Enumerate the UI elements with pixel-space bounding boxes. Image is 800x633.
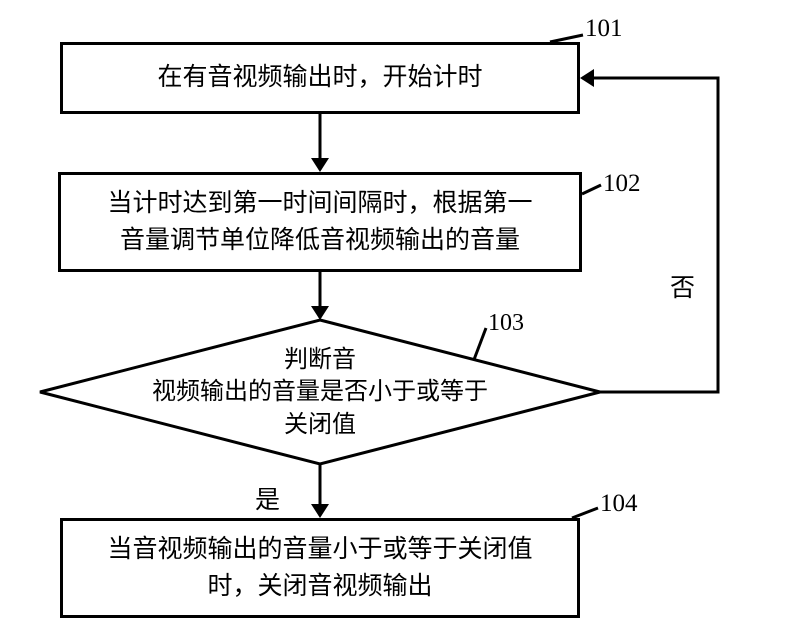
label-102: 102 (603, 170, 641, 198)
leader-104 (572, 508, 598, 518)
flowchart-container: 在有音视频输出时，开始计时 101 当计时达到第一时间间隔时，根据第一 音量调节… (0, 0, 800, 633)
label-104: 104 (600, 490, 638, 518)
node-104-text: 当音视频输出的音量小于或等于关闭值 时，关闭音视频输出 (107, 531, 532, 606)
leader-102 (582, 185, 601, 194)
process-node-101: 在有音视频输出时，开始计时 (60, 42, 580, 114)
label-103: 103 (488, 310, 524, 337)
process-node-102: 当计时达到第一时间间隔时，根据第一 音量调节单位降低音视频输出的音量 (58, 172, 582, 272)
process-node-104: 当音视频输出的音量小于或等于关闭值 时，关闭音视频输出 (60, 518, 580, 618)
leader-101 (550, 35, 583, 42)
node-101-text: 在有音视频输出时，开始计时 (157, 59, 482, 97)
edge-label-no: 否 (670, 268, 695, 304)
node-102-text: 当计时达到第一时间间隔时，根据第一 音量调节单位降低音视频输出的音量 (107, 185, 532, 260)
edge-103-101-no (582, 78, 718, 392)
decision-node-103-text: 判断音 视频输出的音量是否小于或等于 关闭值 (120, 344, 520, 441)
label-101: 101 (585, 15, 623, 43)
edge-label-yes: 是 (255, 480, 280, 516)
